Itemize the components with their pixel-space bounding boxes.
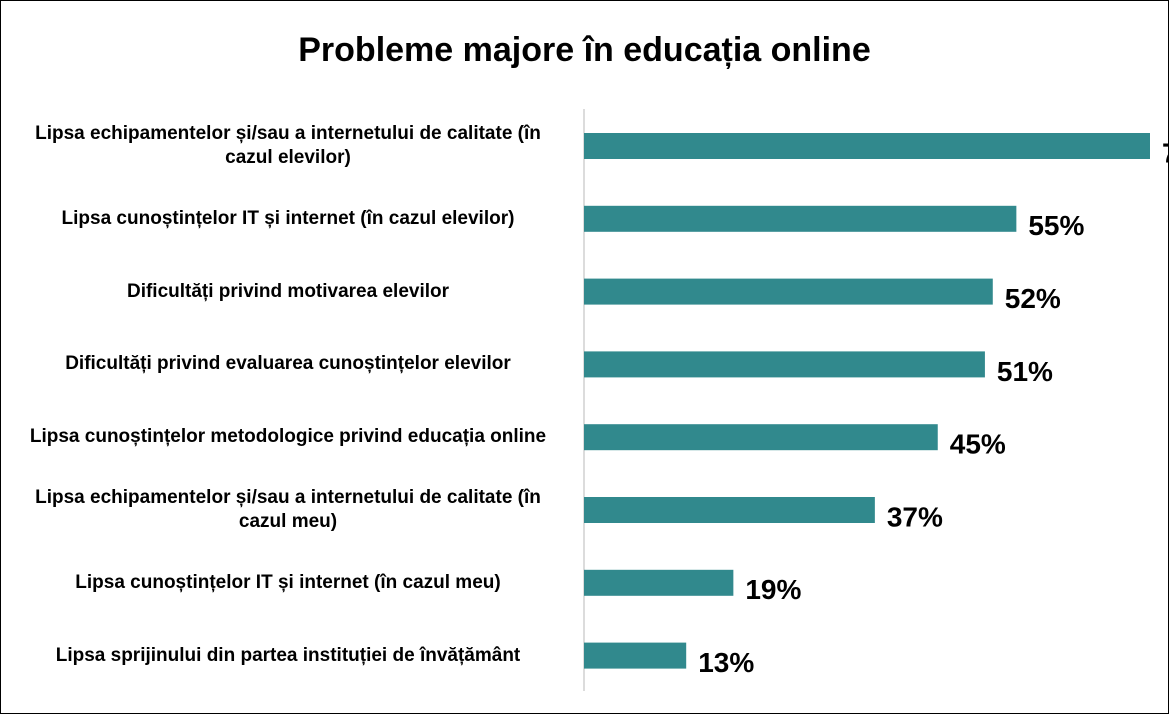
category-label: Dificultăți privind motivarea elevilor bbox=[126, 280, 450, 302]
bar bbox=[584, 278, 993, 305]
chart-title: Probleme majore în educația online bbox=[298, 31, 871, 69]
bar bbox=[584, 351, 985, 378]
value-label: 52% bbox=[1005, 283, 1061, 314]
bar bbox=[584, 424, 938, 451]
category-label: Lipsa sprijinului din partea instituției… bbox=[55, 644, 521, 666]
bar bbox=[584, 205, 1017, 232]
bar bbox=[584, 642, 687, 669]
value-label: 19% bbox=[745, 574, 801, 605]
value-label: 45% bbox=[950, 429, 1006, 460]
category-label: Lipsa echipamentelor și/sau a internetul… bbox=[35, 487, 541, 532]
bar bbox=[584, 497, 875, 523]
category-label: Lipsa cunoștințelor metodologice privind… bbox=[29, 426, 547, 448]
category-label: Lipsa cunoștințelor IT și internet (în c… bbox=[75, 571, 501, 593]
bar bbox=[584, 133, 1150, 159]
category-label: Lipsa echipamentelor și/sau a internetul… bbox=[35, 123, 541, 168]
value-label: 37% bbox=[887, 501, 943, 532]
bar bbox=[584, 569, 734, 596]
value-label: 51% bbox=[997, 356, 1053, 387]
value-label: 72% bbox=[1162, 137, 1168, 168]
value-label: 13% bbox=[698, 647, 754, 678]
value-label: 55% bbox=[1028, 210, 1084, 241]
category-label: Lipsa cunoștințelor IT și internet (în c… bbox=[61, 207, 515, 229]
category-label: Dificultăți privind evaluarea cunoștințe… bbox=[65, 353, 511, 375]
